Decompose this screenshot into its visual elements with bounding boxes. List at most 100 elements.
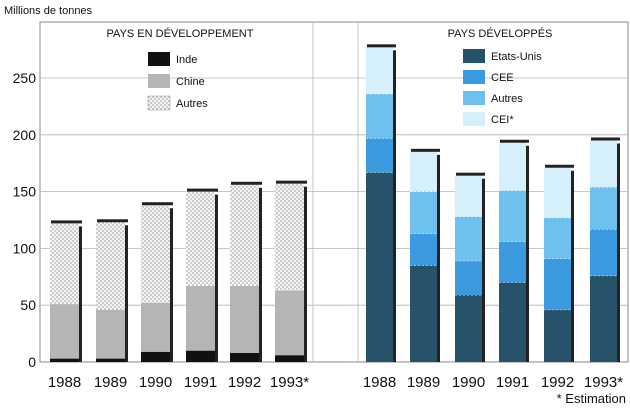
bar-segment [230,352,259,362]
x-tick-label: 1988 [48,374,81,391]
y-tick-label: 200 [13,127,37,143]
bar-shadow [526,145,529,362]
x-tick-label: 1989 [94,374,127,391]
legend-swatch [463,49,485,63]
legend-label: Autres [176,98,208,110]
bar-segment [96,309,125,359]
bar-segment [96,222,125,310]
bar-cap [187,188,218,192]
bar-segment [410,191,437,234]
bar-shadow [79,226,82,362]
bar-segment [275,355,304,362]
panel-title: PAYS EN DÉVELOPPEMENT [107,27,254,40]
y-tick-label: 50 [20,297,36,313]
bar-segment [544,167,571,218]
bar-segment [544,258,571,310]
bar-segment [275,183,304,291]
bar-segment [499,190,526,242]
x-tick-label: 1991 [184,374,217,391]
x-tick-label: 1989 [407,374,440,391]
bar-cap [231,181,262,185]
bar-cap [411,148,440,152]
bar-segment [230,285,259,353]
bar-segment [590,229,617,276]
bar-segment [366,47,393,94]
panel-title: PAYS DÉVELOPPÉS [448,27,553,40]
legend-swatch [463,70,485,84]
bar-segment [544,217,571,259]
bar-segment [50,304,79,359]
legend-swatch [148,52,170,66]
bar-segment [50,358,79,362]
bar-segment [366,93,393,139]
bar-segment [275,290,304,356]
bar-segment [455,216,482,261]
x-tick-label: 1993* [584,374,623,391]
bar-shadow [617,143,620,362]
bar-segment [455,294,482,362]
bar-segment [366,172,393,362]
bar-segment [455,260,482,295]
bar-segment [410,151,437,192]
bar-segment [590,275,617,362]
bar-segment [186,191,215,286]
bar-cap [51,220,82,224]
legend-label: Chine [176,76,205,88]
bar-cap [367,44,396,48]
bar-shadow [571,170,574,362]
bar-segment [141,302,170,352]
legend-swatch [148,74,170,88]
bar-segment [186,285,215,351]
bar-segment [230,184,259,286]
y-tick-label: 150 [13,184,37,200]
bar-shadow [215,194,218,362]
bar-segment [366,138,393,173]
x-tick-label: 1990 [139,374,172,391]
bar-segment [499,241,526,283]
x-tick-label: 1990 [452,374,485,391]
x-tick-label: 1988 [363,374,396,391]
bar-segment [50,223,79,305]
legend-label: CEI* [491,114,514,126]
bar-shadow [259,187,262,362]
y-tick-label: 0 [28,354,36,370]
bar-cap [591,137,620,141]
bar-cap [545,164,574,168]
y-tick-label: 250 [13,70,37,86]
x-tick-label: 1993* [270,374,309,391]
unit-label: Millions de tonnes [4,5,93,17]
legend-label: Autres [491,93,523,105]
bar-segment [499,142,526,191]
bar-segment [141,351,170,362]
x-tick-label: 1992 [228,374,261,391]
bar-cap [456,172,485,176]
bar-cap [500,139,529,143]
bar-segment [590,140,617,188]
bar-segment [499,282,526,362]
y-tick-label: 100 [13,240,37,256]
bar-segment [410,233,437,266]
bar-segment [96,358,125,362]
bar-shadow [393,50,396,362]
x-tick-label: 1991 [496,374,529,391]
bar-segment [186,350,215,362]
panel-developing: PAYS EN DÉVELOPPEMENT 1988 1989 1990 1991 199… [48,27,309,391]
legend-swatch [463,91,485,105]
bar-cap [276,180,307,184]
bar-cap [142,202,173,206]
footnote: * Estimation [557,391,626,406]
bar-segment [455,175,482,217]
bar-segment [141,205,170,303]
bar-shadow [170,208,173,362]
bar-segment [410,265,437,362]
x-tick-label: 1992 [541,374,574,391]
bar-segment [590,187,617,230]
legend-swatch [147,95,171,111]
bar-segment [544,309,571,362]
bar-shadow [125,225,128,362]
bar-shadow [482,178,485,362]
bar-shadow [437,154,440,362]
bar-shadow [304,186,307,362]
legend-swatch [463,112,485,126]
